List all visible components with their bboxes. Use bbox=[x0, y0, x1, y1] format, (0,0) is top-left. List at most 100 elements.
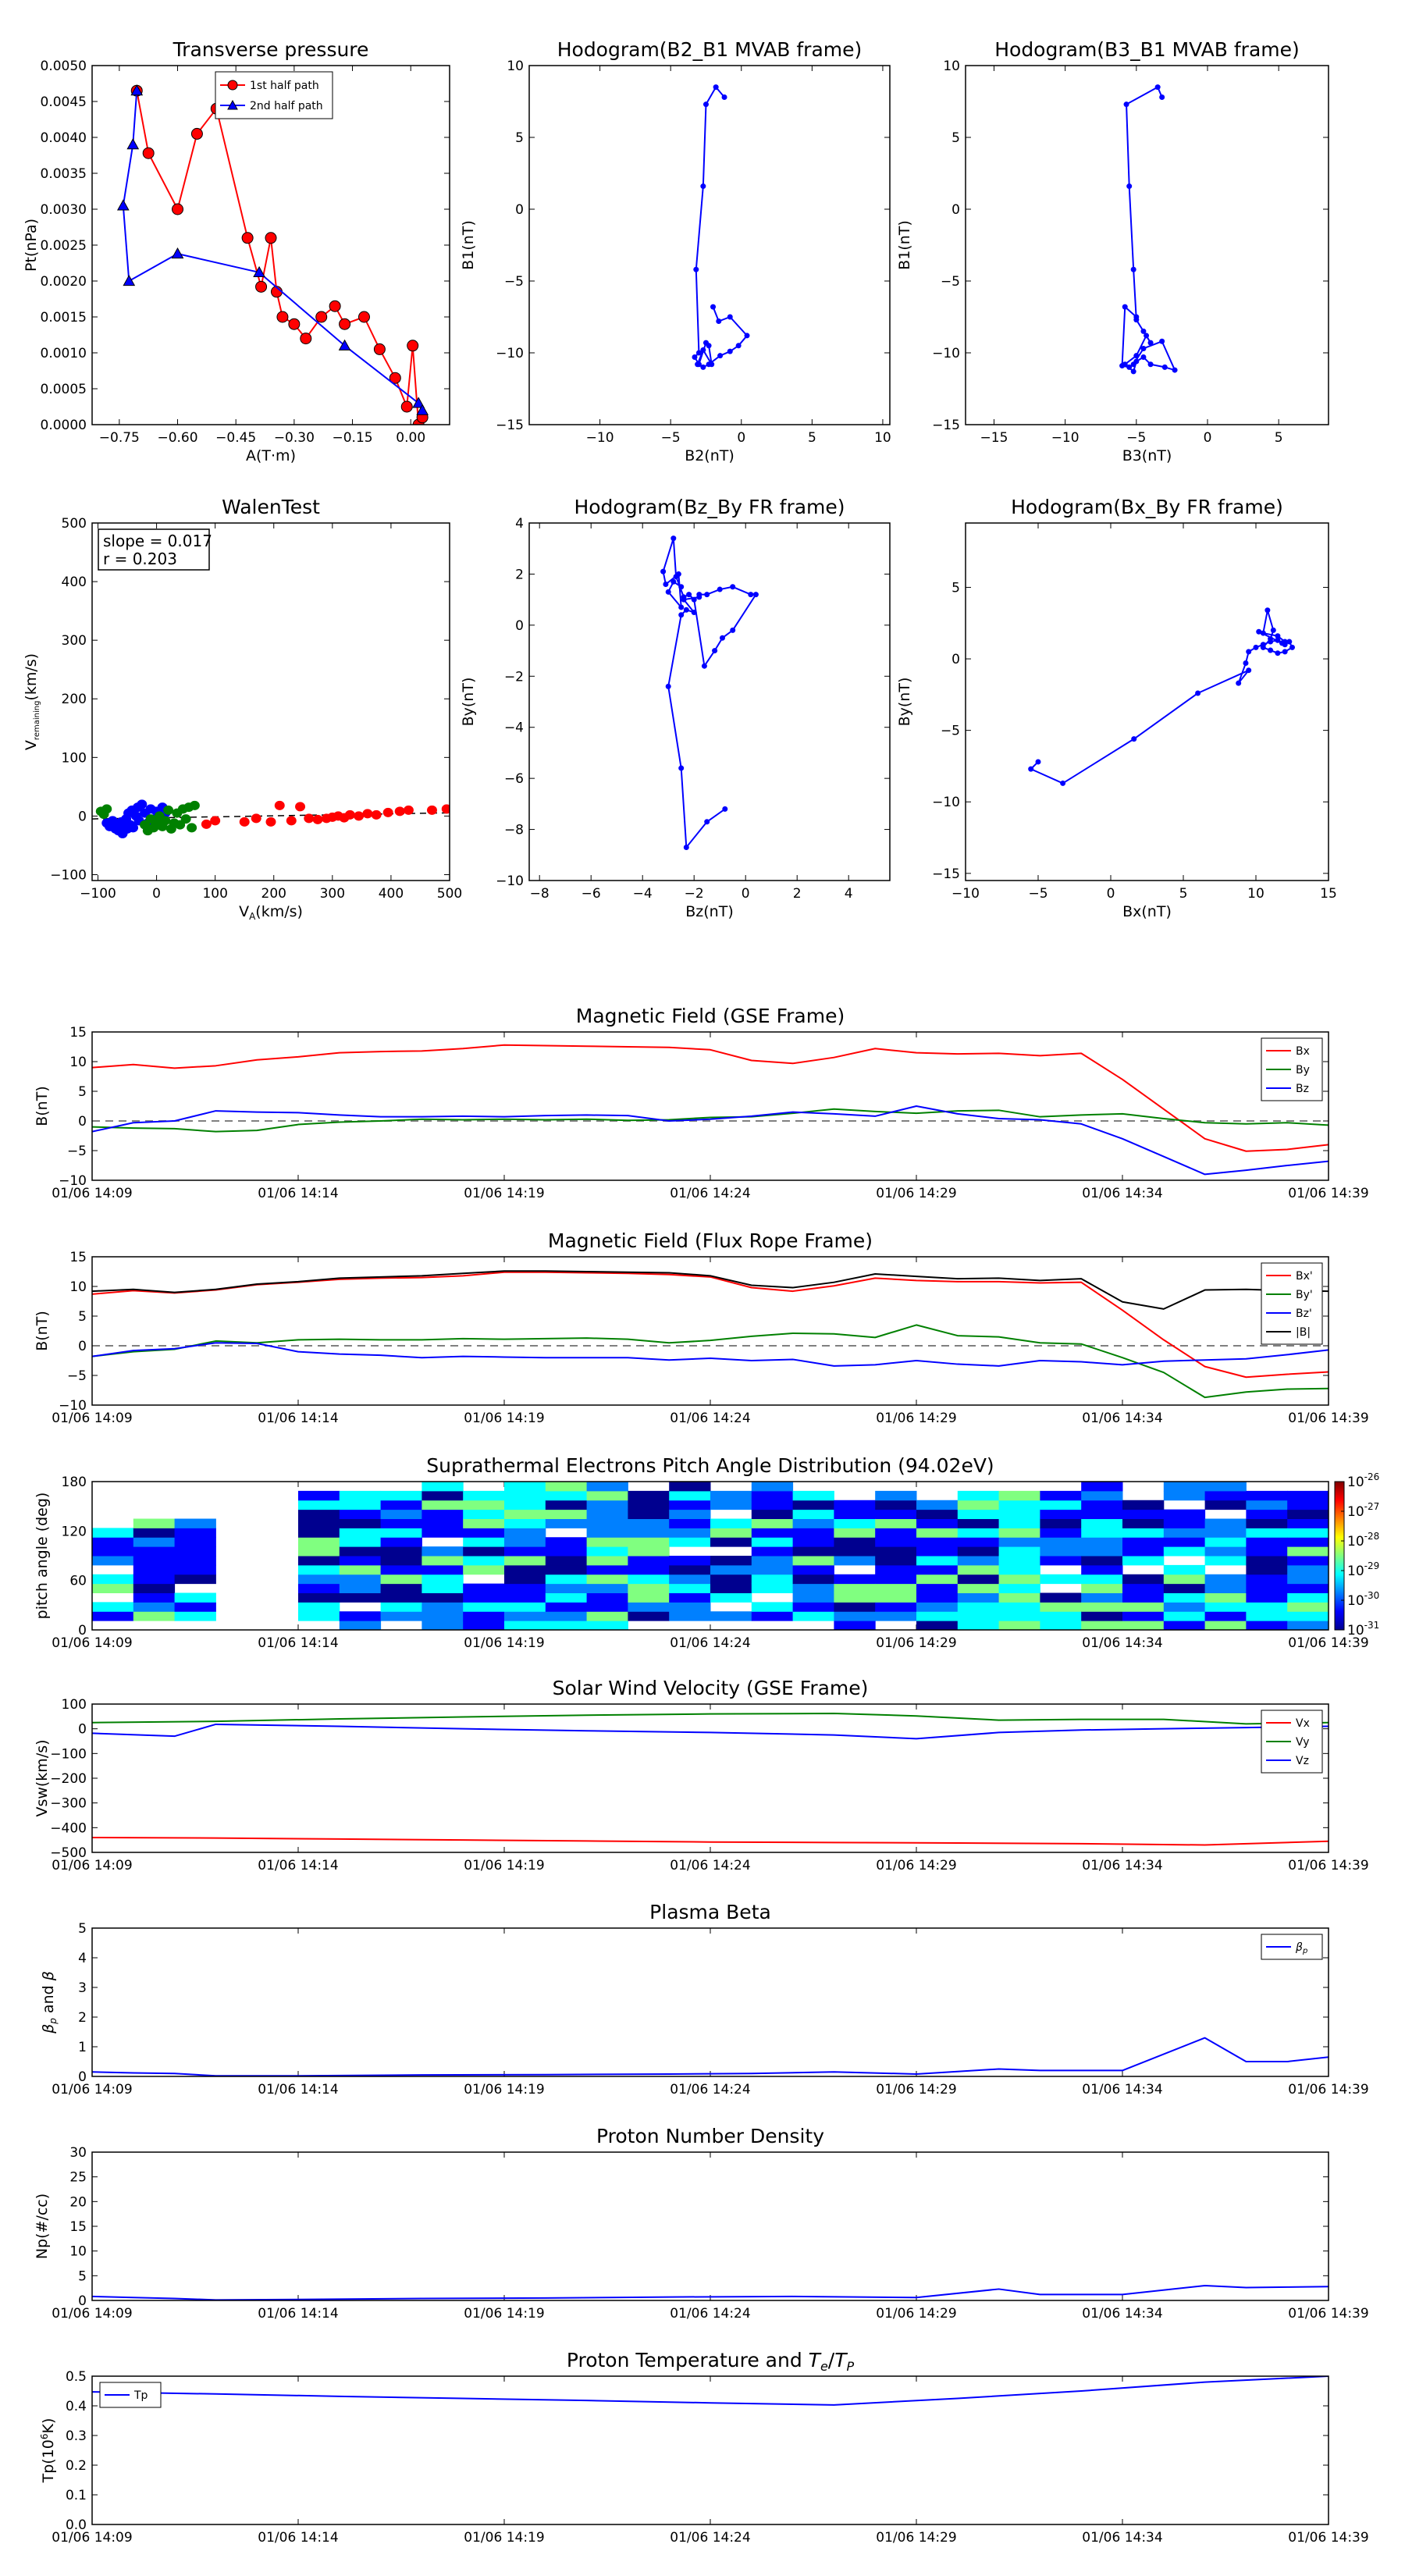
heatmap-cell bbox=[916, 1621, 959, 1630]
x-tick-label: 01/06 14:09 bbox=[52, 2082, 132, 2097]
heatmap-cell bbox=[422, 1574, 464, 1585]
x-tick-label: 01/06 14:24 bbox=[670, 1411, 750, 1426]
heatmap-cell bbox=[586, 1509, 628, 1519]
colorbar-tick-label: 10-26 bbox=[1347, 1471, 1379, 1490]
heatmap-cell bbox=[422, 1500, 464, 1510]
heatmap-cell bbox=[1246, 1574, 1288, 1585]
axes-frame bbox=[91, 522, 450, 881]
heatmap-cell bbox=[1040, 1528, 1082, 1538]
heatmap-cell bbox=[380, 1500, 422, 1510]
heatmap-cell bbox=[1081, 1546, 1123, 1557]
data-point bbox=[683, 607, 689, 613]
x-tick-label: −10 bbox=[586, 430, 614, 446]
heatmap-cell bbox=[1081, 1621, 1123, 1630]
heatmap-cell bbox=[1122, 1528, 1165, 1538]
data-point bbox=[357, 311, 370, 323]
heatmap-cell bbox=[628, 1583, 670, 1593]
data-point bbox=[1264, 607, 1271, 614]
data-point bbox=[735, 343, 742, 349]
data-point bbox=[339, 318, 351, 330]
y-tick-label: −10 bbox=[496, 873, 524, 889]
heatmap-cell bbox=[463, 1602, 505, 1612]
legend-label: 2nd half path bbox=[250, 100, 323, 112]
colorbar bbox=[1334, 1481, 1345, 1631]
data-point bbox=[407, 340, 419, 352]
heatmap-cell bbox=[1163, 1546, 1206, 1557]
heatmap-cell bbox=[916, 1500, 959, 1510]
heatmap-cell bbox=[1204, 1500, 1247, 1510]
heatmap-cell bbox=[1204, 1518, 1247, 1528]
y-axis-label: B1(nT) bbox=[896, 220, 913, 270]
data-point bbox=[116, 199, 130, 211]
x-tick-label: −100 bbox=[80, 886, 116, 902]
heatmap-cell bbox=[998, 1546, 1040, 1557]
heatmap-cell bbox=[1081, 1500, 1123, 1510]
heatmap-cell bbox=[422, 1528, 464, 1538]
heatmap-cell bbox=[1246, 1546, 1288, 1557]
heatmap-cell bbox=[380, 1602, 422, 1612]
heatmap-cell bbox=[1081, 1602, 1123, 1612]
series-line bbox=[136, 91, 424, 425]
x-tick-label: −15 bbox=[980, 430, 1008, 446]
heatmap-cell bbox=[998, 1574, 1040, 1585]
x-tick-label: 500 bbox=[437, 886, 462, 902]
y-tick-label: 180 bbox=[62, 1475, 87, 1490]
heatmap-cell bbox=[1287, 1509, 1329, 1519]
x-tick-label: 0 bbox=[1204, 430, 1212, 446]
y-tick-label: 5 bbox=[78, 1309, 87, 1325]
x-tick-label: −5 bbox=[1126, 430, 1146, 446]
heatmap-cell bbox=[1122, 1546, 1165, 1557]
heatmap-cell bbox=[339, 1490, 382, 1501]
heatmap-cell bbox=[339, 1574, 382, 1585]
heatmap-cell bbox=[710, 1611, 752, 1621]
y-tick-label: −5 bbox=[67, 1144, 87, 1159]
heatmap-cell bbox=[875, 1518, 917, 1528]
data-point bbox=[190, 127, 203, 140]
heatmap-cell bbox=[1287, 1546, 1329, 1557]
heatmap-cell bbox=[1081, 1574, 1123, 1585]
chart-beta: Plasma Beta 01/06 14:09 01/06 14:14 01/06 1… bbox=[40, 1901, 1369, 2097]
legend: βp bbox=[1261, 1934, 1323, 1960]
heatmap-cell bbox=[628, 1546, 670, 1557]
y-tick-label: 300 bbox=[62, 633, 87, 649]
heatmap-cell bbox=[792, 1490, 834, 1501]
data-point bbox=[721, 94, 727, 100]
y-axis-label: Tp(106K) bbox=[39, 2418, 57, 2484]
data-point bbox=[251, 813, 261, 824]
heatmap-cell bbox=[875, 1509, 917, 1519]
legend-label: Bx bbox=[1296, 1045, 1310, 1058]
heatmap-cell bbox=[545, 1564, 588, 1575]
heatmap-cell bbox=[504, 1556, 546, 1566]
heatmap-cell bbox=[792, 1564, 834, 1575]
y-tick-label: 100 bbox=[62, 750, 87, 766]
heatmap-cell bbox=[1204, 1528, 1247, 1538]
y-tick-label: 20 bbox=[69, 2194, 87, 2210]
heatmap-cell bbox=[504, 1518, 546, 1528]
data-point bbox=[1159, 338, 1165, 344]
heatmap-cell bbox=[998, 1602, 1040, 1612]
heatmap-cell bbox=[133, 1583, 176, 1593]
chart-title: WalenTest bbox=[222, 496, 320, 518]
heatmap-cell bbox=[957, 1621, 1000, 1630]
series-line bbox=[92, 2037, 1329, 2076]
data-point bbox=[670, 578, 677, 585]
y-tick-label: 0.0005 bbox=[41, 382, 87, 397]
heatmap-cell bbox=[504, 1602, 546, 1612]
data-point bbox=[1289, 644, 1295, 650]
heatmap-cell bbox=[298, 1537, 340, 1547]
colorbar-tick-label: 10-31 bbox=[1347, 1620, 1379, 1638]
heatmap-cell bbox=[834, 1509, 876, 1519]
axes-frame bbox=[91, 2375, 1329, 2525]
data-point bbox=[1131, 736, 1137, 742]
y-tick-label: −5 bbox=[67, 1368, 87, 1384]
heatmap-cell bbox=[1040, 1518, 1082, 1528]
heatmap-cell bbox=[504, 1611, 546, 1621]
heatmap-cell bbox=[1081, 1537, 1123, 1547]
x-tick-label: 01/06 14:19 bbox=[464, 1635, 544, 1651]
x-tick-label: 01/06 14:14 bbox=[258, 2082, 338, 2097]
heatmap-cell bbox=[998, 1583, 1040, 1593]
chart-title: Plasma Beta bbox=[649, 1901, 771, 1923]
heatmap-cell bbox=[298, 1602, 340, 1612]
heatmap-cell bbox=[1287, 1528, 1329, 1538]
